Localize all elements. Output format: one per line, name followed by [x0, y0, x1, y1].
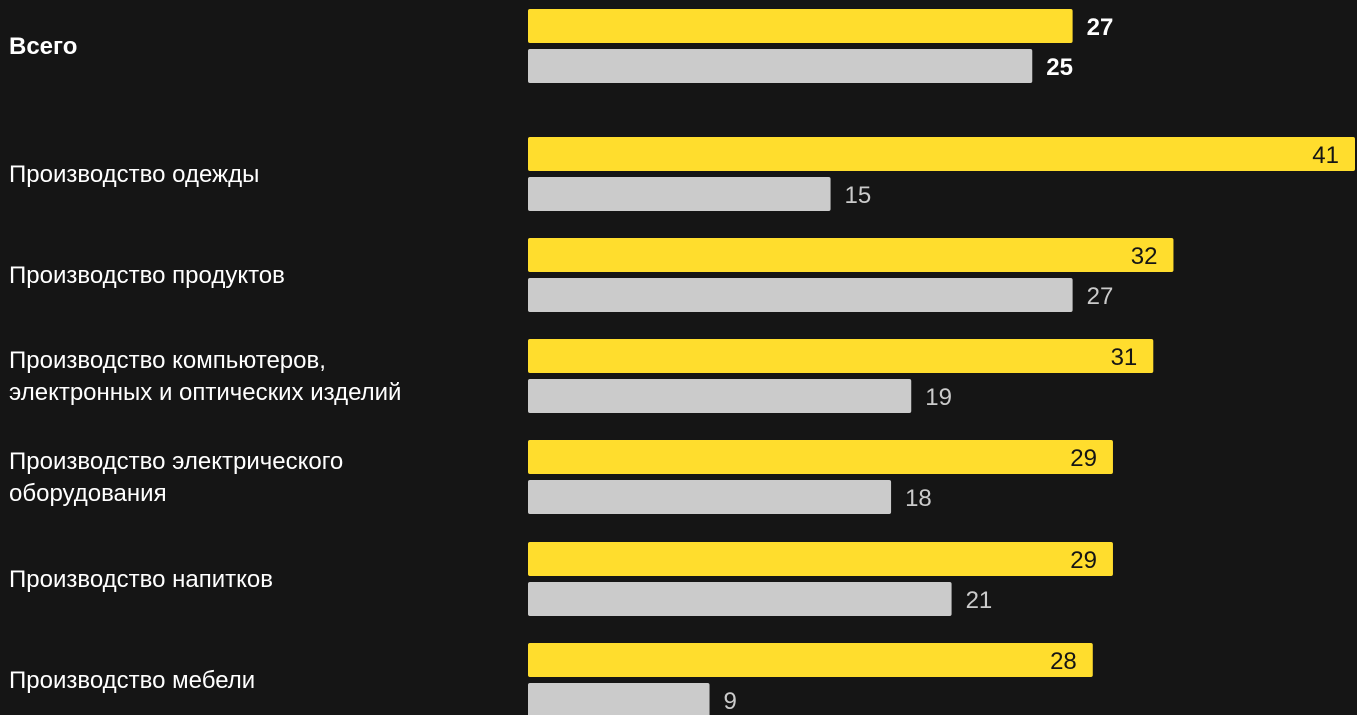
bar-primary — [528, 339, 1154, 373]
category-label-line: Производство электрического — [9, 448, 343, 475]
bar-secondary — [528, 49, 1033, 83]
data-label-primary: 31 — [1111, 344, 1138, 371]
bar-primary — [528, 542, 1113, 576]
bar-primary — [528, 643, 1093, 677]
data-label-primary: 28 — [1050, 648, 1077, 675]
data-label-primary: 41 — [1312, 142, 1339, 169]
bar-secondary — [528, 379, 912, 413]
category-label: Производство мебели — [9, 667, 255, 694]
bar-primary — [528, 137, 1355, 171]
bar-secondary — [528, 278, 1073, 312]
category-label: Всего — [9, 33, 77, 60]
category-label-line: электронных и оптических изделий — [9, 379, 401, 406]
data-label-primary: 29 — [1070, 547, 1097, 574]
data-label-secondary: 9 — [724, 688, 737, 715]
data-label-secondary: 18 — [905, 485, 932, 512]
category-label: Производство продуктов — [9, 262, 285, 289]
data-label-secondary: 25 — [1046, 54, 1073, 81]
data-label-primary: 29 — [1070, 445, 1097, 472]
category-label: Производство электрического оборудования — [9, 448, 343, 507]
bar-secondary — [528, 480, 892, 514]
data-label-primary: 27 — [1087, 14, 1114, 41]
data-label-secondary: 15 — [845, 182, 872, 209]
bar-primary — [528, 9, 1073, 43]
category-label: Производство одежды — [9, 161, 259, 188]
category-label: Производство напитков — [9, 566, 273, 593]
bar-primary — [528, 238, 1174, 272]
data-label-secondary: 19 — [925, 384, 952, 411]
data-label-secondary: 27 — [1087, 283, 1114, 310]
category-label-line: Производство одежды — [9, 161, 259, 188]
category-label-line: Всего — [9, 33, 77, 60]
category-label: Производство компьютеров, электронных и о… — [9, 347, 401, 406]
category-label-line: Производство продуктов — [9, 262, 285, 289]
bar-secondary — [528, 683, 710, 715]
data-label-secondary: 21 — [966, 587, 993, 614]
bar-secondary — [528, 177, 831, 211]
category-label-line: Производство мебели — [9, 667, 255, 694]
bar-secondary — [528, 582, 952, 616]
bar-primary — [528, 440, 1113, 474]
category-label-line: оборудования — [9, 480, 167, 507]
category-label-line: Производство компьютеров, — [9, 347, 326, 374]
data-label-primary: 32 — [1131, 243, 1158, 270]
category-label-line: Производство напитков — [9, 566, 273, 593]
